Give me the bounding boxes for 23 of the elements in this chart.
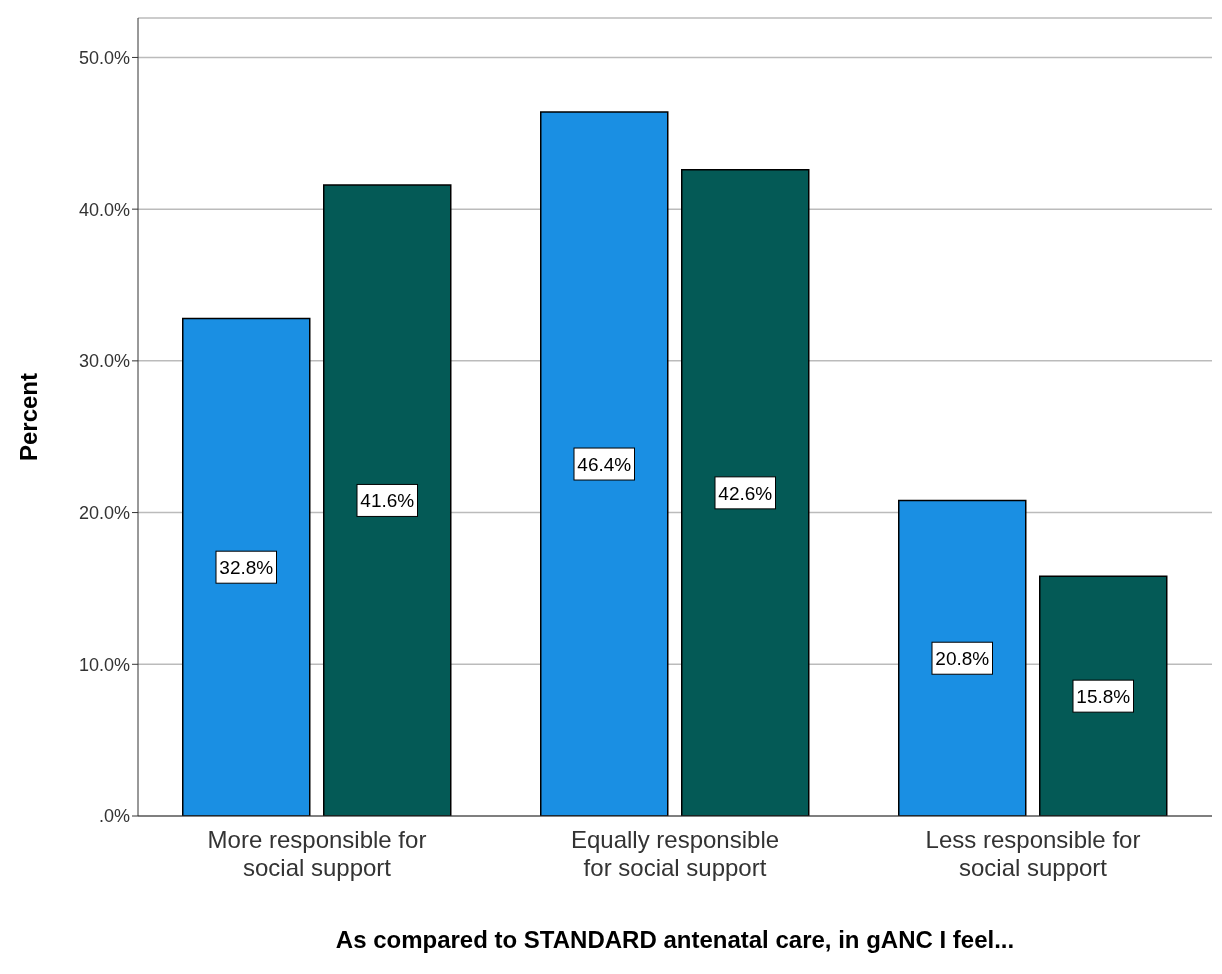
data-label: 46.4% bbox=[577, 454, 632, 476]
data-label: 32.8% bbox=[219, 557, 274, 579]
bar bbox=[681, 168, 810, 816]
bar bbox=[898, 499, 1027, 816]
y-tick-label: 30.0% bbox=[78, 351, 130, 372]
bar bbox=[1039, 575, 1168, 816]
data-label: 15.8% bbox=[1076, 686, 1131, 708]
data-label: 42.6% bbox=[718, 482, 773, 504]
x-tick-label: Less responsible for social support bbox=[925, 826, 1141, 881]
data-label: 20.8% bbox=[935, 648, 990, 670]
x-tick-label: Equally responsible for social support bbox=[570, 826, 780, 881]
bar bbox=[182, 317, 311, 816]
y-tick-label: 50.0% bbox=[78, 47, 130, 68]
y-axis-title: Percent bbox=[14, 372, 42, 462]
x-axis-title: As compared to STANDARD antenatal care, in gANC I feel... bbox=[335, 926, 1015, 953]
bar bbox=[540, 111, 669, 816]
bar bbox=[323, 184, 452, 816]
data-label: 41.6% bbox=[360, 490, 415, 512]
y-tick-label: 40.0% bbox=[78, 199, 130, 220]
y-tick-label: 20.0% bbox=[78, 502, 130, 523]
x-tick-label: More responsible for social support bbox=[207, 826, 427, 881]
y-tick-label: .0% bbox=[98, 806, 130, 827]
y-tick-label: 10.0% bbox=[78, 654, 130, 675]
